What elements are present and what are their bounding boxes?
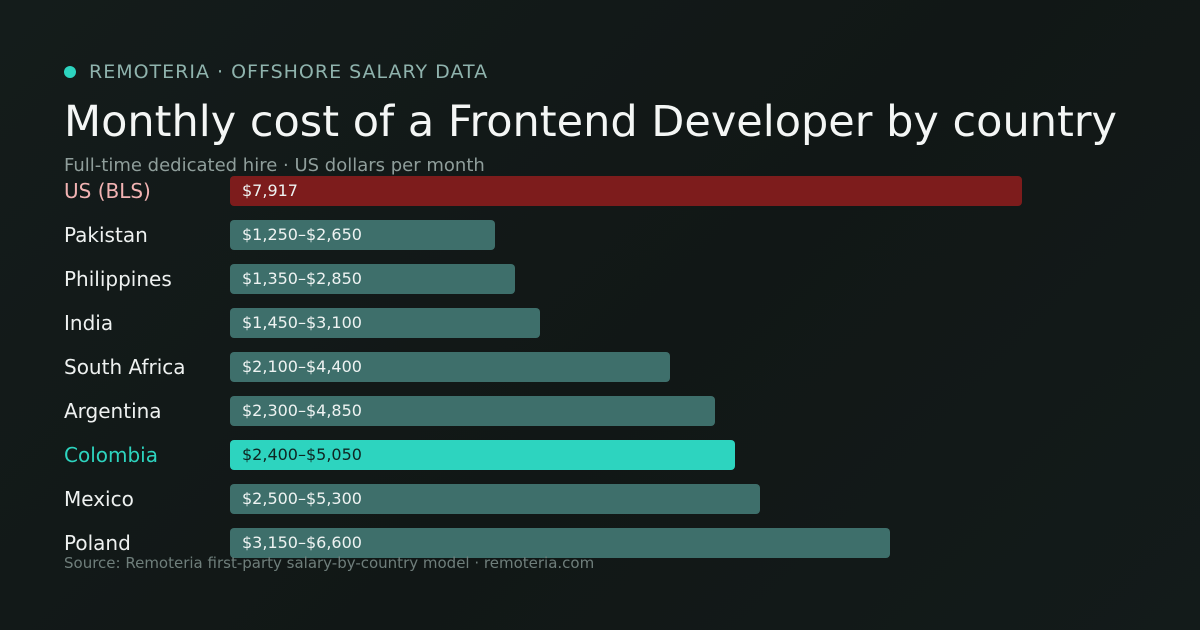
country-label: Philippines [64, 267, 172, 291]
country-label: Colombia [64, 443, 158, 467]
bar: $1,450–$3,100 [230, 308, 540, 338]
brand-dot-icon [64, 66, 76, 78]
bar-row: Colombia $2,400–$5,050 [0, 440, 1200, 470]
bar: $2,300–$4,850 [230, 396, 715, 426]
source-note: Source: Remoteria first-party salary-by-… [64, 554, 595, 572]
bar-row: US (BLS) $7,917 [0, 176, 1200, 206]
bar-value-label: $1,350–$2,850 [242, 269, 362, 288]
chart-subtitle: Full-time dedicated hire · US dollars pe… [64, 155, 485, 176]
bar: $3,150–$6,600 [230, 528, 890, 558]
bar-value-label: $2,300–$4,850 [242, 401, 362, 420]
bar: $2,100–$4,400 [230, 352, 670, 382]
bar-value-label: $1,250–$2,650 [242, 225, 362, 244]
bar-row: Philippines $1,350–$2,850 [0, 264, 1200, 294]
bar-row: South Africa $2,100–$4,400 [0, 352, 1200, 382]
country-label: Mexico [64, 487, 134, 511]
country-label: Poland [64, 531, 131, 555]
bar: $2,500–$5,300 [230, 484, 760, 514]
country-label: Pakistan [64, 223, 148, 247]
bar-value-label: $1,450–$3,100 [242, 313, 362, 332]
bar-row: Poland $3,150–$6,600 [0, 528, 1200, 558]
bar-value-label: $2,500–$5,300 [242, 489, 362, 508]
bar-row: Pakistan $1,250–$2,650 [0, 220, 1200, 250]
chart-title: Monthly cost of a Frontend Developer by … [64, 97, 1117, 147]
bar: $7,917 [230, 176, 1022, 206]
bar-value-label: $2,100–$4,400 [242, 357, 362, 376]
bar-row: Argentina $2,300–$4,850 [0, 396, 1200, 426]
country-label: Argentina [64, 399, 162, 423]
bar: $1,250–$2,650 [230, 220, 495, 250]
bar-row: India $1,450–$3,100 [0, 308, 1200, 338]
country-label: US (BLS) [64, 179, 151, 203]
bar: $2,400–$5,050 [230, 440, 735, 470]
bar-value-label: $7,917 [242, 181, 298, 200]
brand-header: REMOTERIA · OFFSHORE SALARY DATA [64, 60, 488, 84]
bar-value-label: $3,150–$6,600 [242, 533, 362, 552]
country-label: India [64, 311, 114, 335]
bar-value-label: $2,400–$5,050 [242, 445, 362, 464]
country-label: South Africa [64, 355, 186, 379]
brand-label: REMOTERIA · OFFSHORE SALARY DATA [89, 61, 489, 83]
bar-row: Mexico $2,500–$5,300 [0, 484, 1200, 514]
bar: $1,350–$2,850 [230, 264, 515, 294]
